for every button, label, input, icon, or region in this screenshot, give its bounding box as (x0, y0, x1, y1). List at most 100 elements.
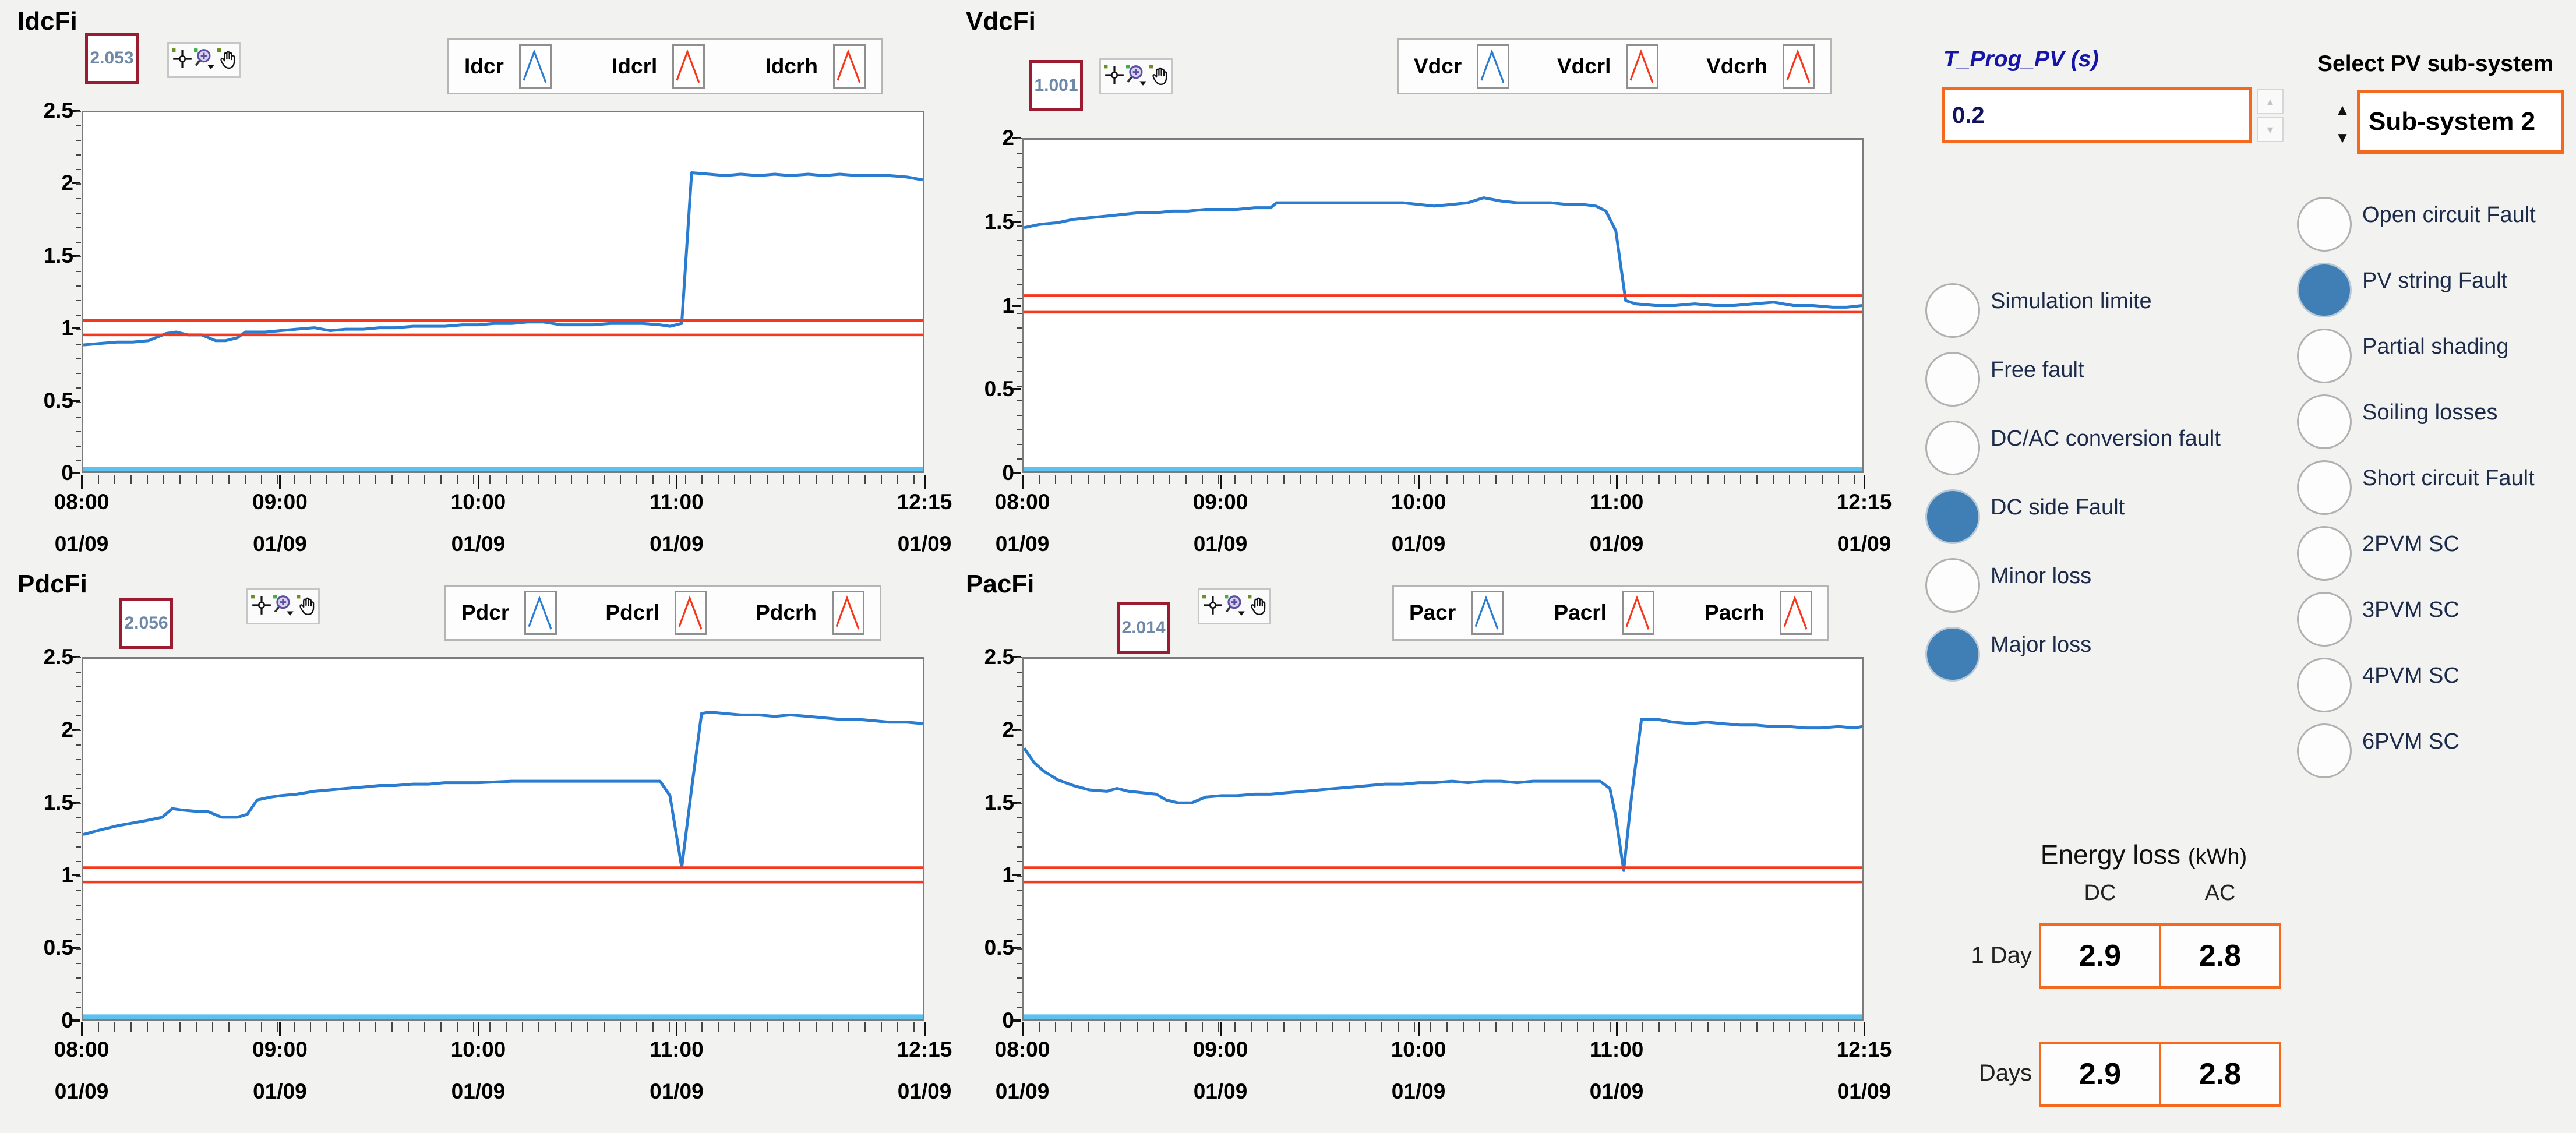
y-tick-label: 0 (1002, 461, 1014, 485)
radio-unselected-icon[interactable] (2297, 460, 2352, 515)
radio-unselected-icon[interactable] (1925, 283, 1980, 338)
radio-selected-icon[interactable] (2297, 263, 2352, 317)
x-major-tick (924, 475, 926, 489)
x-tick-date-label: 01/09 (253, 532, 307, 556)
crosshair-tool-icon[interactable] (1202, 594, 1224, 619)
legend-plot-style-icon[interactable] (524, 591, 557, 635)
zoom-tool-icon[interactable] (1224, 594, 1247, 619)
x-tick-date-label: 01/09 (1837, 532, 1892, 556)
subsystem-select[interactable]: Sub-system 2 (2357, 90, 2564, 154)
zoom-tool-icon[interactable] (193, 48, 217, 73)
radio-selected-icon[interactable] (1925, 489, 1980, 544)
legend-item-vdcr[interactable]: Vdcr (1414, 44, 1510, 89)
x-tick-date-label: 01/09 (54, 532, 109, 556)
radio-unselected-icon[interactable] (2297, 592, 2352, 647)
idcfi-legend: Idcr Idcrl Idcrh (447, 38, 883, 94)
legend-plot-style-icon[interactable] (831, 591, 864, 635)
radio-unselected-icon[interactable] (2297, 329, 2352, 383)
x-major-tick (81, 475, 83, 489)
pacfi-indicator[interactable]: 2.014 (1117, 602, 1170, 654)
energy-col-header-dc: DC (2084, 881, 2116, 905)
x-tick-time-label: 08:00 (54, 1037, 110, 1061)
x-major-tick (1418, 475, 1420, 489)
pan-hand-icon[interactable] (1247, 594, 1269, 619)
idcfi-plot-area[interactable] (82, 111, 924, 473)
legend-plot-style-icon[interactable] (672, 44, 705, 89)
legend-plot-style-icon[interactable] (518, 44, 552, 89)
subsystem-decrement-icon[interactable]: ▼ (2335, 129, 2350, 146)
legend-item-pacrl[interactable]: Pacrl (1554, 591, 1654, 635)
vdcfi-plot-area[interactable] (1022, 138, 1864, 473)
zoom-tool-icon[interactable] (1125, 64, 1149, 89)
x-major-tick (81, 1022, 83, 1036)
x-major-tick (1864, 475, 1865, 489)
radio-selected-icon[interactable] (1925, 627, 1980, 682)
t-prog-increment-icon[interactable]: ▲ (2257, 89, 2284, 114)
legend-plot-style-icon[interactable] (1621, 591, 1654, 635)
graph-tools-palette (1198, 588, 1271, 624)
select-subsystem-label: Select PV sub-system (2317, 51, 2554, 76)
legend-item-pacrh[interactable]: Pacrh (1705, 591, 1812, 635)
y-minor-ticks (1017, 138, 1022, 473)
pacr-series-line (1024, 719, 1862, 871)
zoom-tool-icon[interactable] (273, 594, 296, 619)
energy-row-label-1day: 1 Day (1971, 943, 2032, 968)
y-tick-label: 1.5 (43, 790, 73, 814)
x-tick-time-label: 08:00 (54, 490, 110, 514)
legend-plot-style-icon[interactable] (1477, 44, 1510, 89)
crosshair-tool-icon[interactable] (250, 594, 273, 619)
y-tick-label: 0 (61, 461, 73, 485)
y-tick-label: 1 (61, 863, 73, 887)
x-tick-date-label: 01/09 (650, 532, 704, 556)
legend-plot-style-icon[interactable] (833, 44, 866, 89)
y-tick-label: 2 (61, 717, 73, 742)
y-tick-label: 1.5 (984, 790, 1014, 814)
pan-hand-icon[interactable] (296, 594, 318, 619)
legend-item-pdcrl[interactable]: Pdcrl (605, 591, 707, 635)
radio-unselected-icon[interactable] (1925, 421, 1980, 475)
radio-unselected-icon[interactable] (2297, 526, 2352, 581)
graph-tools-palette (167, 42, 241, 78)
legend-plot-style-icon[interactable] (674, 591, 707, 635)
y-tick-mark (1012, 1019, 1021, 1022)
pdcr-series-line (83, 712, 923, 867)
x-major-tick (1616, 475, 1618, 489)
radio-option-label: 3PVM SC (2362, 598, 2459, 622)
vdcfi-indicator[interactable]: 1.001 (1029, 60, 1083, 111)
t-prog-decrement-icon[interactable]: ▼ (2257, 117, 2284, 142)
legend-item-pacr[interactable]: Pacr (1409, 591, 1504, 635)
crosshair-tool-icon[interactable] (1103, 64, 1125, 89)
legend-item-idcr[interactable]: Idcr (464, 44, 552, 89)
chart-block-pacfi: PacFi 2.014 Pacr Pacrl Pacrh 2.5 2 1.5 1 0.5 0 08:0… (950, 565, 1899, 1133)
radio-unselected-icon[interactable] (2297, 394, 2352, 449)
legend-item-idcrh[interactable]: Idcrh (765, 44, 866, 89)
radio-unselected-icon[interactable] (1925, 558, 1980, 613)
legend-item-idcrl[interactable]: Idcrl (612, 44, 705, 89)
legend-item-pdcr[interactable]: Pdcr (461, 591, 557, 635)
crosshair-tool-icon[interactable] (171, 48, 193, 73)
legend-plot-style-icon[interactable] (1471, 591, 1504, 635)
pdcfi-indicator[interactable]: 2.056 (119, 598, 173, 649)
legend-plot-style-icon[interactable] (1782, 44, 1815, 89)
legend-plot-style-icon[interactable] (1780, 591, 1812, 635)
radio-option-label: DC/AC conversion fault (1991, 426, 2221, 451)
legend-item-vdcrl[interactable]: Vdcrl (1557, 44, 1659, 89)
legend-item-vdcrh[interactable]: Vdcrh (1706, 44, 1815, 89)
radio-option-label: 4PVM SC (2362, 663, 2459, 688)
idcfi-indicator[interactable]: 2.053 (85, 33, 139, 84)
pdcfi-plot-area[interactable] (82, 657, 924, 1021)
t-prog-pv-input[interactable] (1942, 87, 2252, 143)
pan-hand-icon[interactable] (217, 48, 239, 73)
pacfi-plot-area[interactable] (1022, 657, 1864, 1021)
radio-unselected-icon[interactable] (2297, 658, 2352, 712)
legend-plot-style-icon[interactable] (1626, 44, 1659, 89)
pdcfi-legend: Pdcr Pdcrl Pdcrh (444, 585, 881, 641)
subsystem-increment-icon[interactable]: ▲ (2335, 101, 2350, 118)
pan-hand-icon[interactable] (1149, 64, 1171, 89)
radio-unselected-icon[interactable] (2297, 723, 2352, 778)
radio-option-label: DC side Fault (1991, 495, 2125, 520)
radio-unselected-icon[interactable] (1925, 352, 1980, 407)
radio-unselected-icon[interactable] (2297, 197, 2352, 252)
vdcfi-legend: Vdcr Vdcrl Vdcrh (1397, 38, 1832, 94)
legend-item-pdcrh[interactable]: Pdcrh (756, 591, 864, 635)
